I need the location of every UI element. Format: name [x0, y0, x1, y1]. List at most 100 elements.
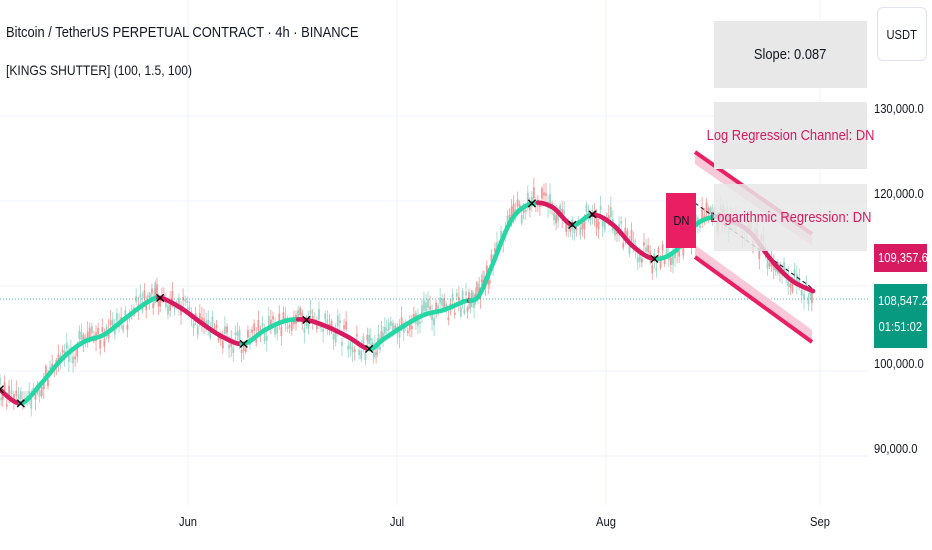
candle-body: [427, 299, 429, 308]
candle-body: [349, 342, 352, 350]
price-tick: 100,000.0: [874, 356, 924, 371]
candle-body: [49, 366, 51, 370]
candle-body: [406, 330, 409, 334]
candle-body: [674, 253, 676, 259]
candle-body: [659, 258, 662, 268]
dn-signal-label: DN: [666, 193, 696, 248]
candle-body: [622, 243, 625, 248]
regression-text: Logarithmic Regression: DN: [709, 209, 872, 226]
candle-body: [236, 331, 239, 336]
candle-body: [126, 324, 129, 330]
candle-body: [203, 318, 205, 324]
candle-body: [251, 329, 253, 333]
candle-body: [459, 307, 462, 317]
candle-body: [701, 207, 704, 219]
candle-body: [447, 317, 450, 320]
candle-body: [51, 363, 54, 368]
candle-body: [42, 380, 45, 390]
candle-body: [192, 323, 195, 328]
candle-body: [164, 301, 167, 308]
candle-body: [545, 193, 547, 196]
candle-body: [211, 316, 214, 328]
price-tick: 120,000.0: [874, 186, 924, 201]
candle-body: [516, 199, 519, 207]
candle-body: [8, 385, 10, 397]
candle-body: [587, 211, 590, 214]
candle-body: [286, 326, 289, 329]
candle-body: [88, 327, 91, 338]
candle-body: [322, 328, 325, 332]
candle-body: [274, 325, 276, 335]
candle-body: [477, 283, 479, 293]
candle-body: [297, 310, 299, 317]
candle-body: [541, 188, 543, 199]
time-tick: Jul: [389, 514, 405, 529]
candle-body: [167, 305, 169, 315]
candle-body: [351, 346, 354, 353]
candle-body: [557, 214, 560, 222]
candle-body: [645, 247, 647, 252]
candle-body: [585, 204, 588, 212]
candle-body: [809, 290, 812, 297]
candle-body: [154, 288, 157, 298]
time-tick: Aug: [596, 514, 616, 529]
candle-body: [620, 220, 623, 224]
candle-body: [356, 334, 358, 337]
candle-body: [475, 287, 478, 290]
candle-body: [226, 326, 228, 333]
candle-body: [196, 326, 199, 336]
candle-body: [699, 225, 701, 228]
candle-body: [101, 327, 104, 333]
candle-body: [408, 321, 411, 331]
candle-body: [84, 337, 87, 340]
candle-body: [341, 342, 343, 346]
candle-body: [431, 311, 433, 321]
candle-body: [672, 255, 674, 265]
candle-body: [433, 318, 435, 326]
candle-body: [510, 206, 513, 217]
signal-x-marker: ✕: [566, 218, 578, 234]
candle-body: [72, 356, 74, 364]
candle-body: [417, 314, 419, 326]
candle-body: [247, 330, 249, 338]
candle-body: [40, 387, 43, 397]
candle-body: [553, 212, 555, 221]
candle-body: [263, 332, 266, 342]
candle-body: [768, 262, 771, 267]
signal-x-marker: ✕: [363, 342, 375, 358]
signal-x-marker: ✕: [648, 252, 660, 268]
candle-body: [153, 291, 156, 300]
candle-body: [171, 291, 174, 301]
candle-body: [76, 347, 79, 357]
candle-body: [651, 265, 654, 274]
candle-body: [303, 328, 306, 333]
candle-body: [563, 210, 566, 214]
candle-body: [332, 333, 335, 340]
candle-body: [597, 221, 600, 230]
candle-body: [244, 348, 247, 352]
candle-body: [270, 319, 272, 327]
candle-body: [32, 388, 35, 391]
candle-body: [387, 322, 390, 330]
candle-body: [630, 229, 633, 241]
indicator-label[interactable]: [KINGS SHUTTER] (100, 1.5, 100): [6, 62, 193, 78]
candle-body: [791, 280, 794, 292]
candle-body: [443, 297, 446, 309]
candle-body: [638, 250, 641, 262]
candle-body: [532, 187, 535, 199]
signal-x-marker: ✕: [526, 197, 538, 213]
candle-body: [149, 295, 152, 299]
candle-body: [410, 325, 413, 330]
currency-unit-button[interactable]: USDT: [877, 7, 927, 61]
candle-body: [559, 205, 562, 214]
candle-body: [290, 320, 293, 331]
candle-body: [238, 329, 241, 341]
candle-body: [575, 223, 578, 231]
candle-body: [483, 275, 486, 282]
candle-body: [267, 315, 270, 327]
candle-body: [488, 280, 491, 284]
candle-body: [565, 222, 568, 232]
candle-body: [392, 322, 394, 334]
candle-body: [798, 278, 801, 284]
time-tick: Jun: [178, 514, 198, 529]
